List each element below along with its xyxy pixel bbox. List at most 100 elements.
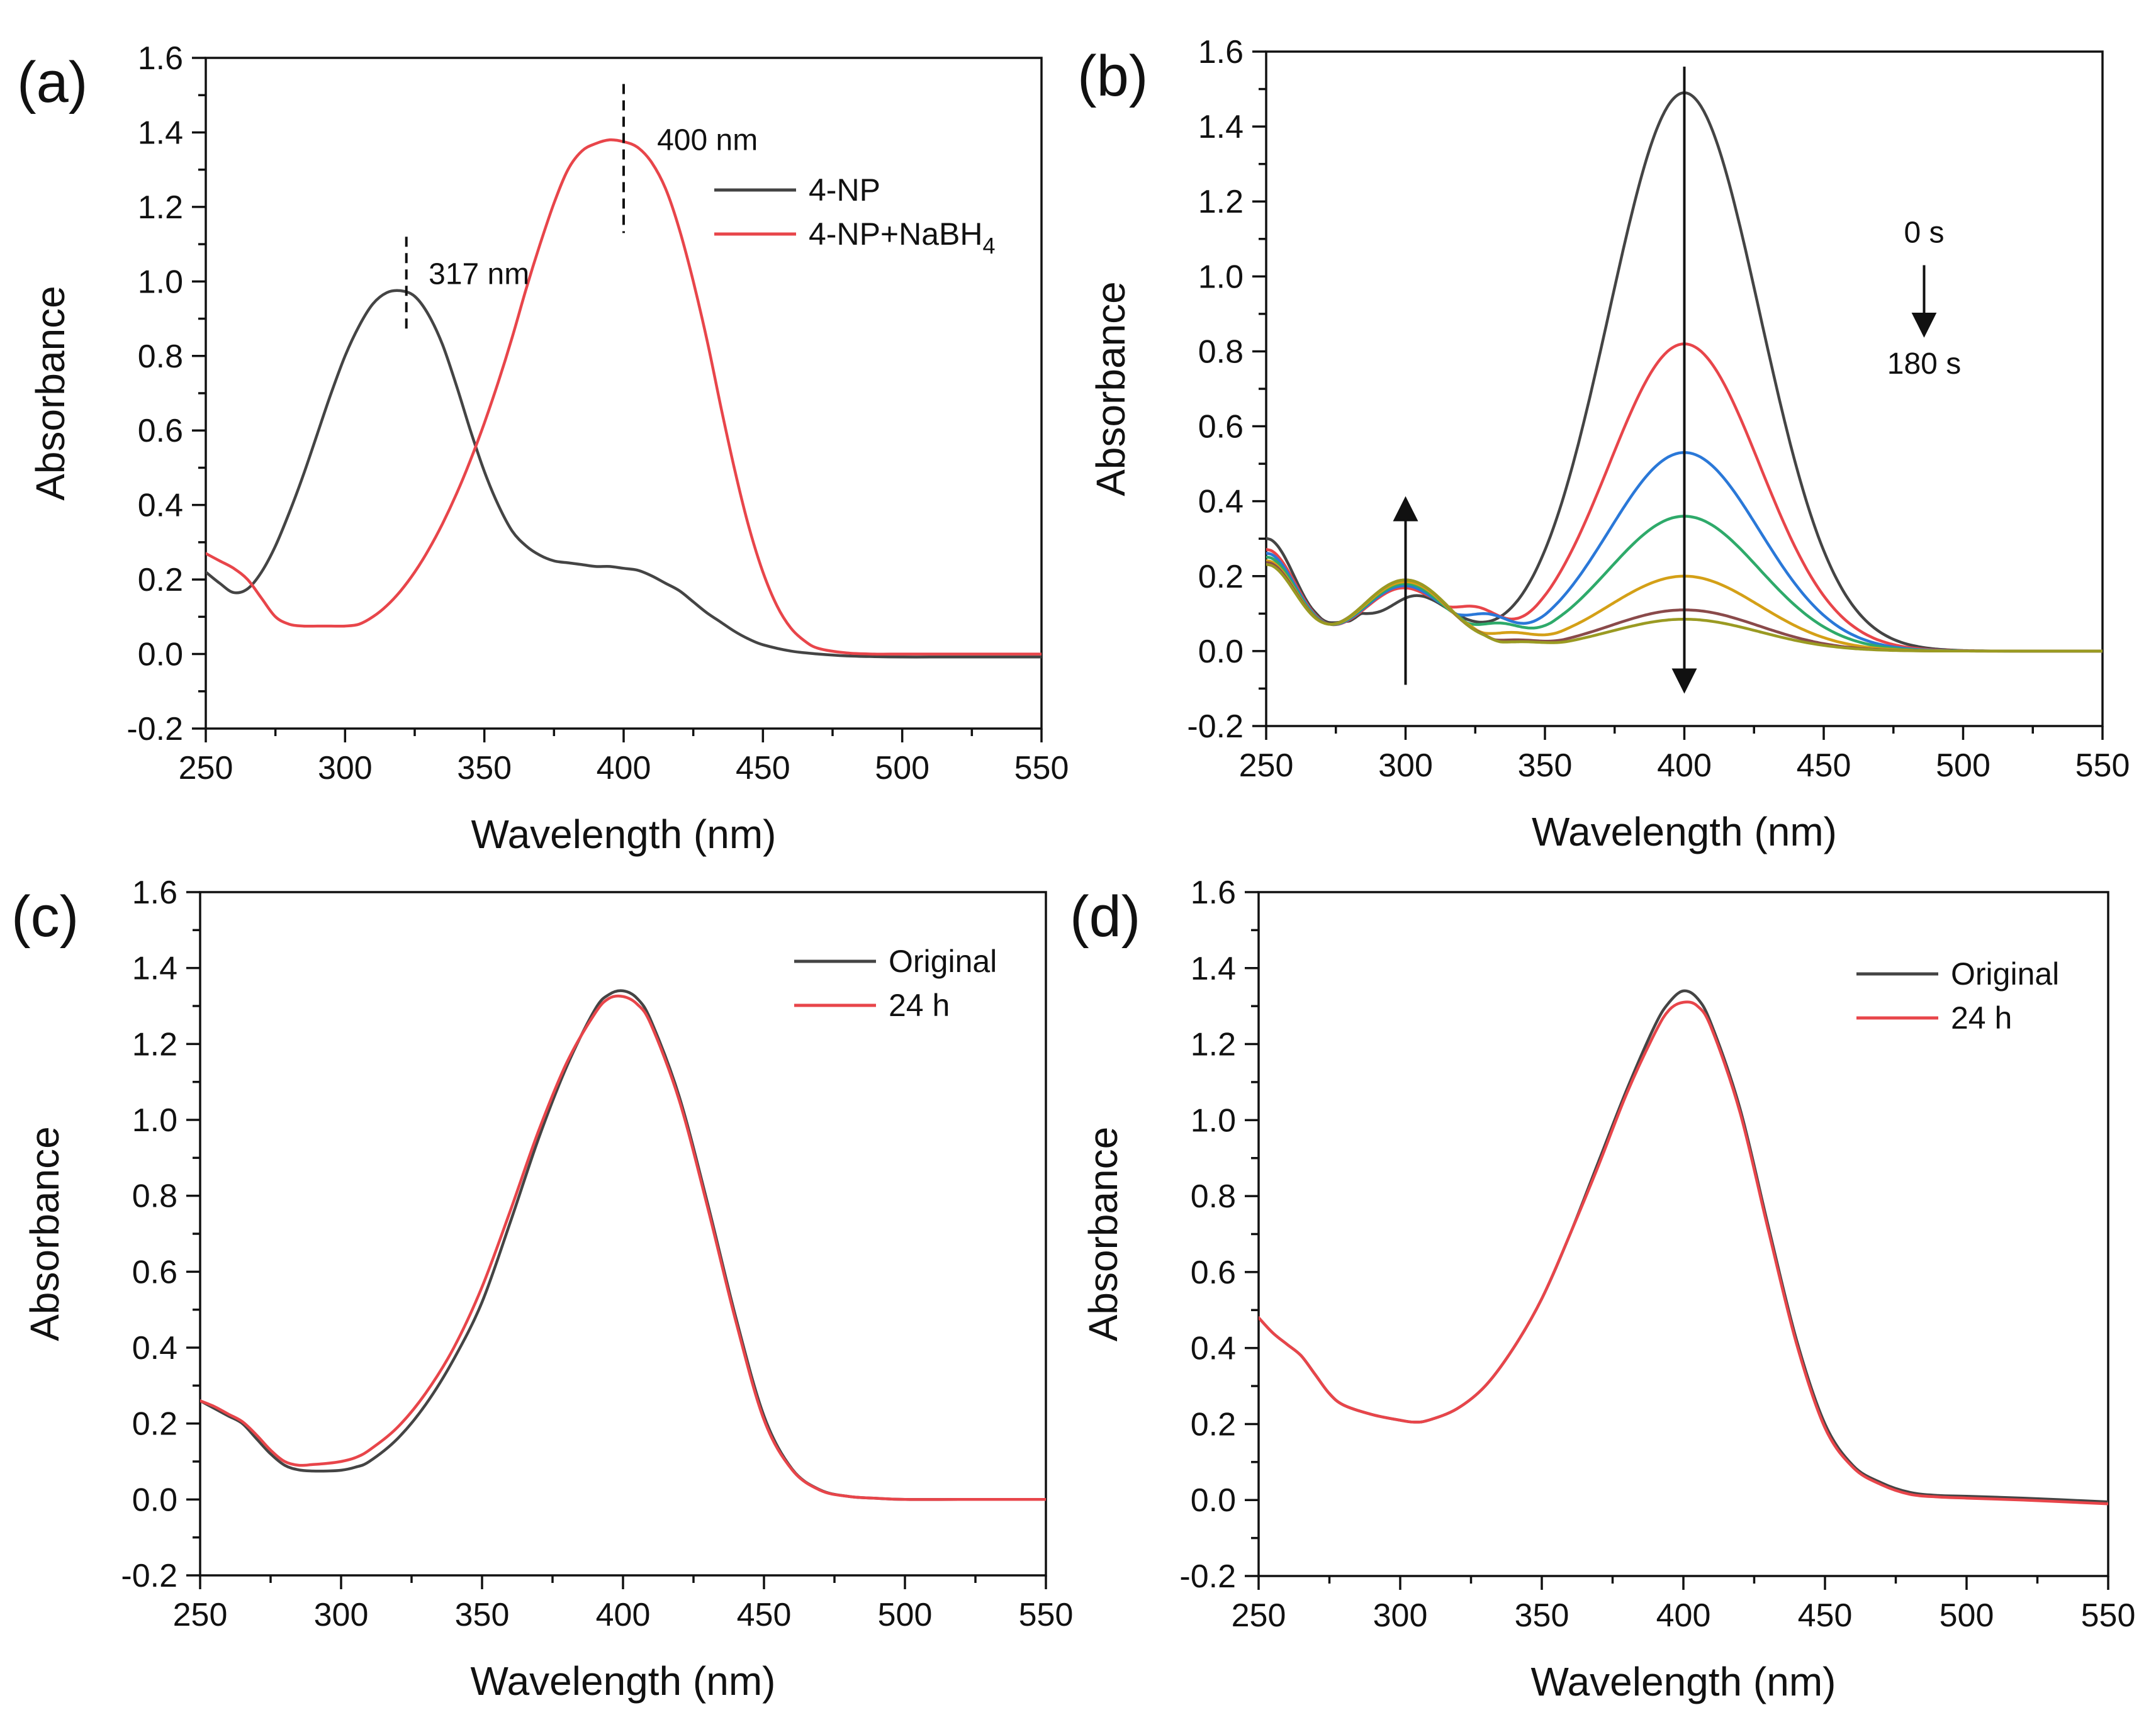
x-tick-label: 550 [2081,1597,2136,1634]
y-tick-label: 1.2 [132,1026,177,1063]
y-tick-label: 0.6 [138,413,183,449]
x-tick-label: 500 [875,750,929,786]
panel-c: (c) 250 300 350 400 450 500 550 -0.2 0.0 0.2 0.4 0.6… [11,875,1073,1704]
y-tick-label: 0.0 [1191,1482,1236,1519]
panel-label: (d) [1070,885,1140,949]
series-line-Original [1259,989,2108,1504]
y-tick-label: 1.6 [138,40,183,77]
y-tick-label: 0.6 [1191,1255,1236,1291]
y-tick-label: 1.0 [138,264,183,300]
series-group [206,138,1042,659]
x-tick-label: 400 [1656,1597,1711,1634]
x-tick-label: 350 [1518,747,1573,784]
time-start-label: 0 s [1904,216,1944,250]
y-tick-label: 0.4 [138,488,183,524]
x-tick-label: 250 [179,750,233,786]
y-tick-label: 0.8 [1198,333,1244,370]
plot-frame [1257,891,2109,1577]
y-tick-label: 1.6 [132,875,177,911]
y-tick-label: 0.0 [132,1482,177,1518]
series-group [200,989,1046,1501]
y-tick-label: 0.2 [1191,1406,1236,1443]
y-tick-label: -0.2 [1187,708,1244,745]
series-line-4-NP [206,289,1042,659]
x-axis-title: Wavelength (nm) [471,1658,776,1704]
x-tick-label: 500 [1936,747,1990,784]
y-tick-label: 0.8 [138,338,183,375]
y-tick-label: 0.0 [1198,634,1244,670]
y-tick-label: 0.0 [138,637,183,673]
y-tick-label: 0.8 [132,1178,177,1215]
legend-label: 24 h [889,988,950,1023]
x-tick-label: 450 [1798,1597,1853,1634]
y-tick-label: 1.2 [138,189,183,226]
y-tick-label: 1.0 [1198,259,1244,295]
y-axis-title: Absorbance [1081,1127,1126,1342]
y-tick-label: 1.6 [1191,875,1236,911]
y-tick-label: 0.2 [138,562,183,598]
x-tick-label: 300 [1378,747,1433,784]
y-tick-label: 1.2 [1191,1027,1236,1063]
legend-label: Original [889,944,997,979]
y-tick-label: 0.6 [132,1254,177,1290]
x-axis-title: Wavelength (nm) [471,812,777,857]
y-tick-label: 1.4 [1191,951,1236,987]
x-tick-label: 300 [1373,1597,1428,1634]
y-tick-label: 1.4 [138,115,183,151]
y-tick-label: 0.8 [1191,1178,1236,1215]
x-tick-label: 300 [318,750,373,786]
panel-label: (b) [1077,44,1148,108]
annotation-317nm: 317 nm [429,257,529,291]
y-tick-label: -0.2 [121,1558,177,1594]
series-line-Original [200,989,1046,1501]
y-tick-label: 0.4 [1191,1331,1236,1367]
legend-subscript: 4 [983,233,996,259]
x-tick-label: 500 [878,1597,933,1633]
panel-label: (c) [11,885,79,949]
legend-label: 4-NP+NaBH4 [809,216,996,259]
y-tick-label: 1.4 [1198,109,1244,145]
x-tick-label: 550 [2075,747,2130,784]
legend-label: Original [1951,956,2059,992]
x-tick-label: 350 [455,1597,510,1633]
y-tick-label: 1.0 [132,1102,177,1139]
y-tick-label: 1.6 [1198,34,1244,70]
legend-label: 24 h [1951,1000,2012,1036]
x-tick-label: 250 [1239,747,1294,784]
y-tick-label: -0.2 [126,711,183,747]
y-tick-label: -0.2 [1179,1558,1236,1595]
panel-d: (d) 250 300 350 400 450 500 550 -0.2 0.0 0.2 0.4 0.6… [1070,875,2135,1704]
panel-a: (a) 250 300 350 400 450 500 550 -0.2 0.0 0.2 0.4 0.6… [17,40,1069,857]
y-tick-label: 0.4 [132,1330,177,1367]
time-end-label: 180 s [1887,347,1961,381]
x-tick-label: 550 [1019,1597,1074,1633]
x-tick-label: 300 [314,1597,369,1633]
panel-b: (b) 250 300 350 400 450 500 550 -0.2 0.0 0.2 0.4 0.6… [1077,34,2130,854]
x-tick-label: 400 [596,1597,651,1633]
y-tick-label: 0.6 [1198,409,1244,445]
x-tick-label: 350 [1515,1597,1569,1634]
x-axis-title: Wavelength (nm) [1531,1659,1836,1704]
series-line-4-NP-NaBH4 [206,138,1042,656]
y-axis-title: Absorbance [22,1126,67,1341]
x-tick-label: 250 [173,1597,228,1633]
series-group [1259,989,2108,1506]
x-tick-label: 500 [1940,1597,1994,1634]
series-line-24-h [200,994,1046,1501]
x-tick-label: 450 [736,750,790,786]
panel-label: (a) [17,50,87,115]
y-tick-label: 0.2 [132,1406,177,1443]
x-tick-label: 550 [1014,750,1069,786]
x-tick-label: 450 [737,1597,792,1633]
x-tick-label: 400 [597,750,651,786]
y-tick-label: 1.4 [132,951,177,987]
x-tick-label: 400 [1657,747,1712,784]
x-tick-label: 250 [1232,1597,1286,1634]
legend-label: 4-NP [809,172,880,208]
y-tick-label: 0.4 [1198,484,1244,520]
x-axis-title: Wavelength (nm) [1532,809,1837,854]
y-axis-title: Absorbance [28,286,73,501]
series-line-24-h [1259,1000,2108,1506]
annotation-400nm: 400 nm [657,123,758,157]
